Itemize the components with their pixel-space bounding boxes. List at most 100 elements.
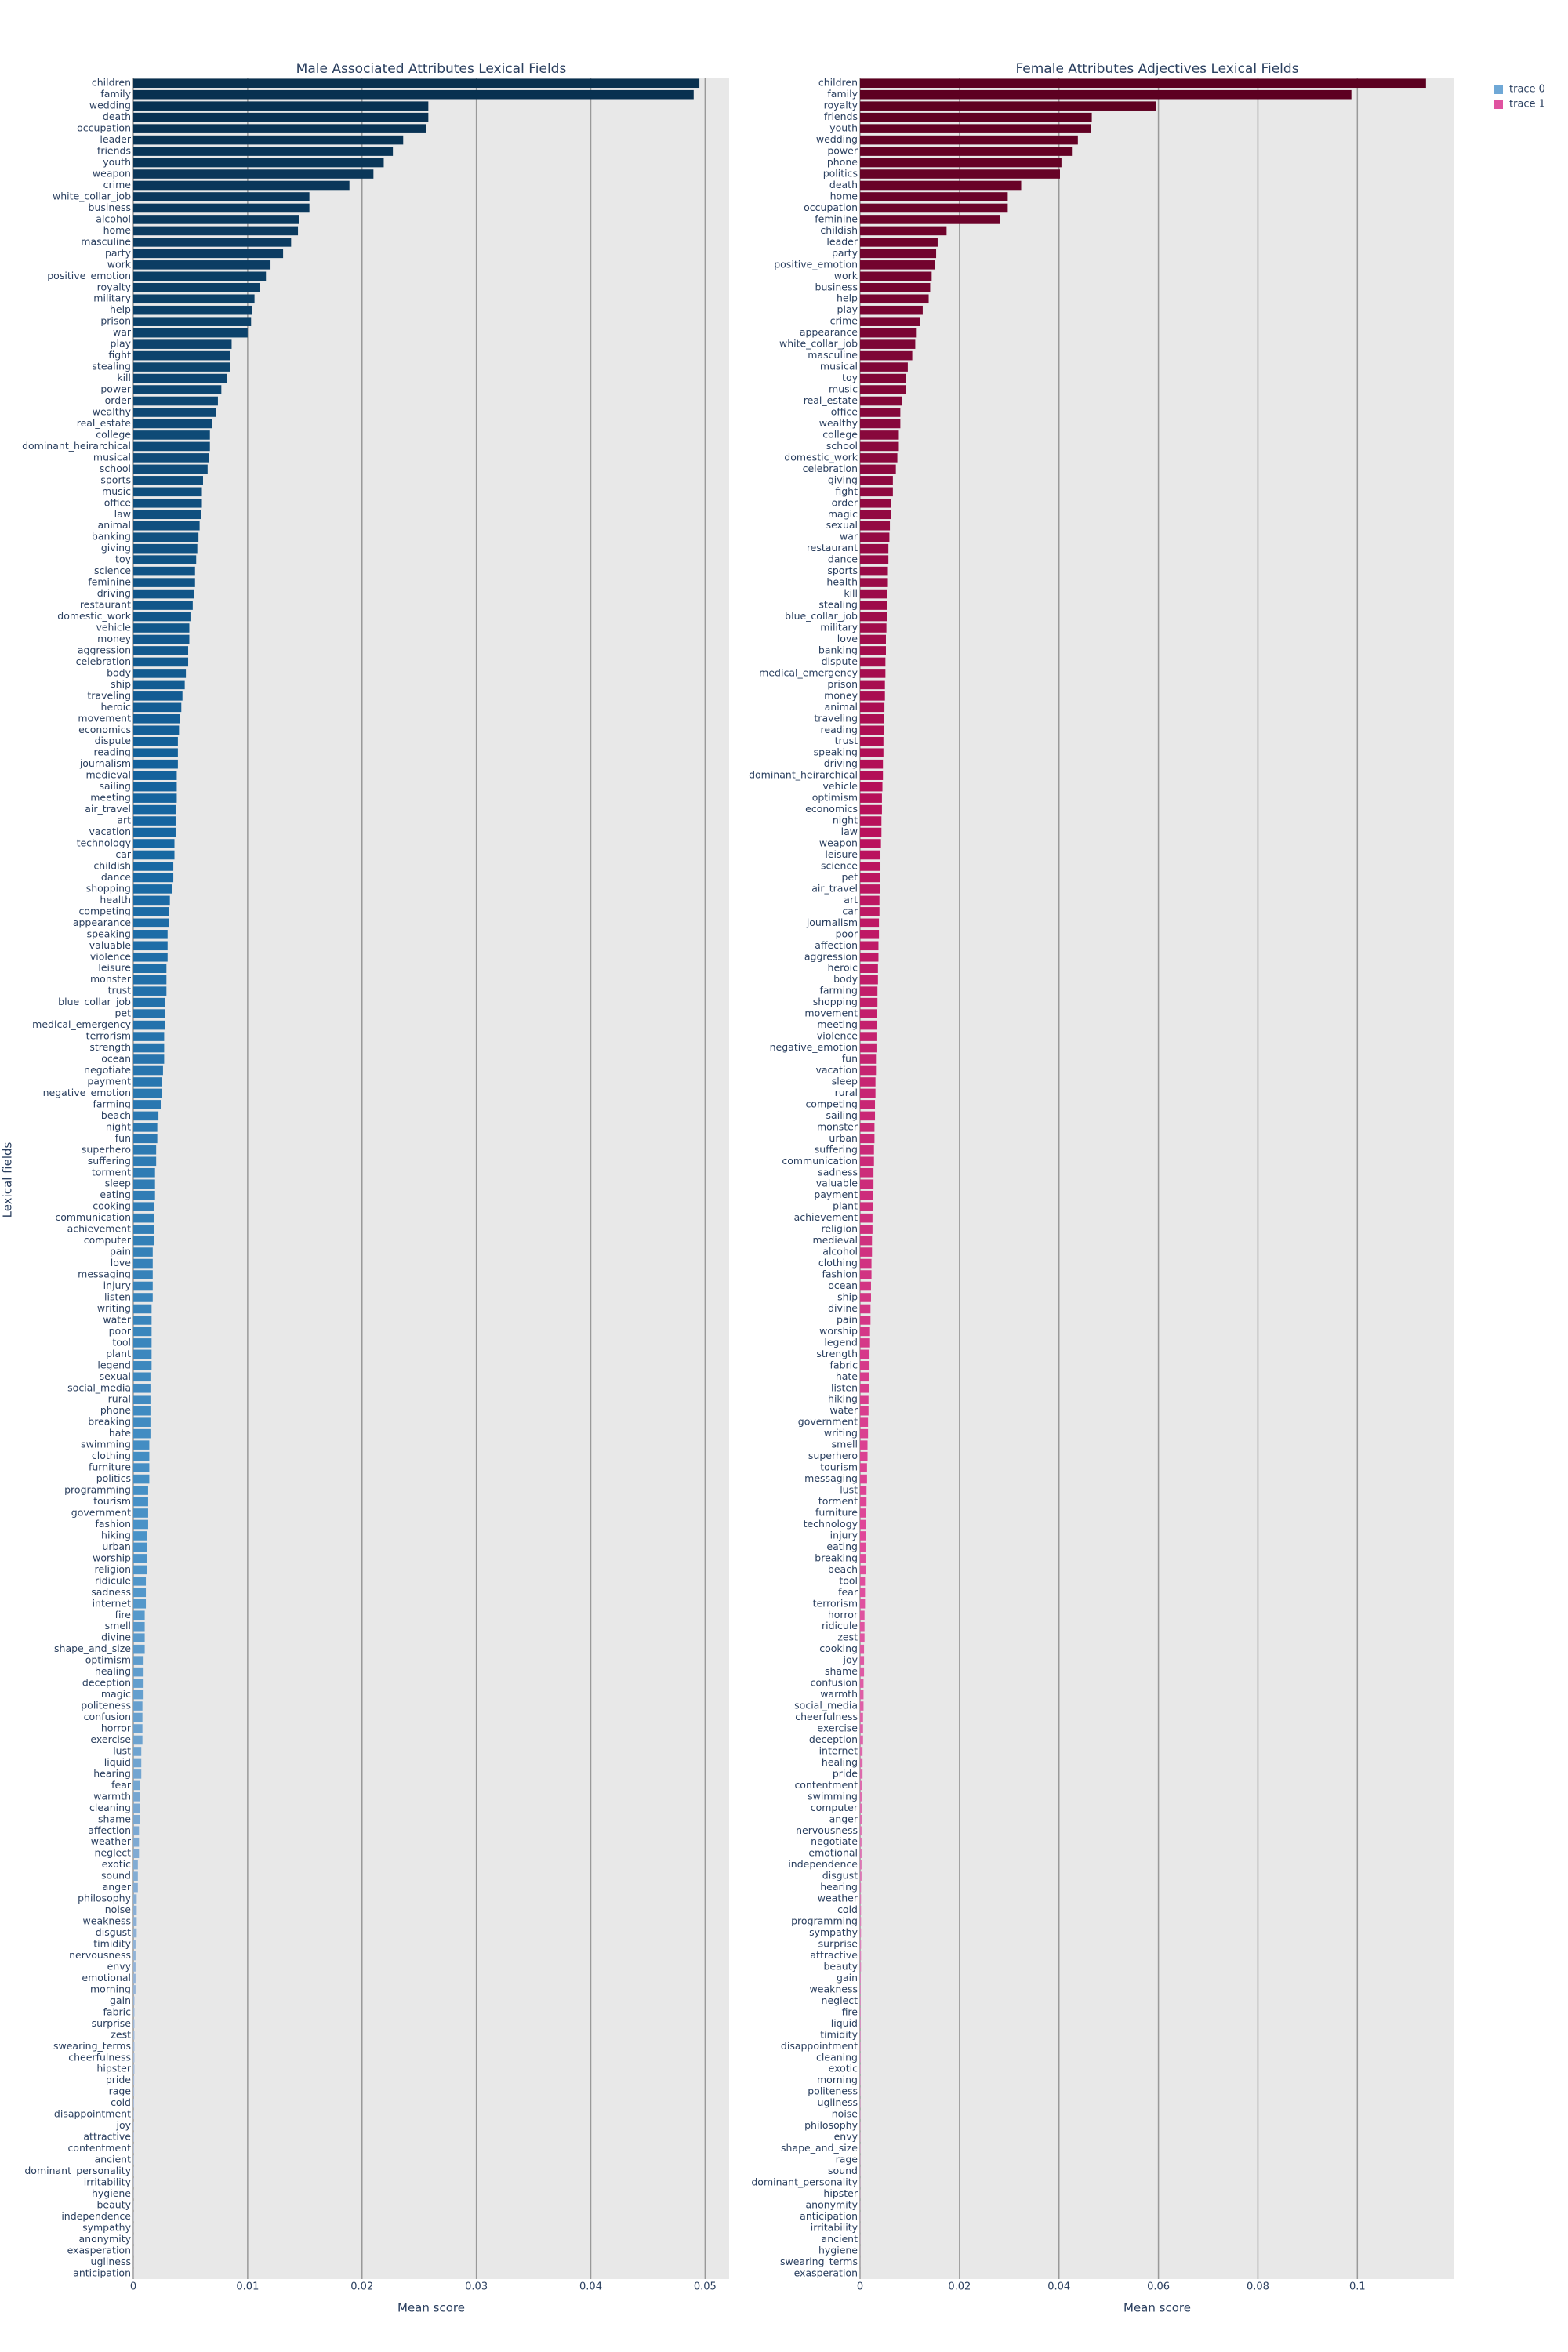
y-tick-label: youth — [103, 156, 131, 168]
bar — [860, 1690, 864, 1700]
y-tick-label: anger — [103, 1881, 132, 1893]
bar — [860, 691, 885, 701]
bar — [133, 1043, 165, 1053]
y-tick-label: clothing — [92, 1450, 131, 1461]
bar — [860, 1156, 874, 1167]
bar — [860, 964, 878, 974]
y-tick-label: valuable — [89, 939, 132, 951]
y-tick-label: wedding — [89, 100, 131, 111]
bar — [133, 578, 195, 587]
bar — [860, 895, 880, 906]
bar — [133, 1747, 142, 1756]
y-tick-label: masculine — [81, 235, 131, 247]
bar — [133, 419, 212, 429]
bar — [133, 1860, 138, 1870]
y-tick-label: terrorism — [86, 1030, 131, 1042]
bar — [860, 1905, 862, 1915]
y-tick-label: breaking — [815, 1552, 858, 1563]
x-tick-label: 0 — [857, 2281, 863, 2293]
y-tick-label: fear — [111, 1779, 132, 1791]
y-tick-label: childish — [93, 859, 131, 871]
bar — [860, 238, 938, 247]
bar — [133, 748, 178, 758]
y-tick-label: politeness — [81, 1700, 131, 1711]
y-tick-label: leisure — [825, 848, 858, 860]
y-tick-label: suffering — [815, 1143, 858, 1155]
bar — [133, 282, 260, 292]
bar — [860, 1020, 877, 1030]
legend-swatch — [1494, 85, 1503, 94]
y-tick-label: musical — [93, 451, 131, 463]
bar — [133, 1826, 140, 1836]
y-tick-label: money — [824, 689, 858, 701]
y-tick-label: white_collar_job — [779, 338, 858, 350]
bar — [133, 2166, 134, 2176]
bar — [860, 112, 1092, 122]
bar — [133, 101, 429, 111]
bar — [133, 1621, 145, 1632]
bar — [860, 1406, 869, 1416]
bar — [860, 1474, 867, 1484]
bar — [133, 521, 200, 531]
y-tick-label: violence — [90, 950, 131, 962]
bar — [133, 646, 189, 655]
x-tick-label: 0.03 — [465, 2281, 488, 2293]
y-tick-label: trust — [108, 985, 131, 996]
bar — [860, 1508, 866, 1518]
bar — [133, 2178, 134, 2187]
y-tick-label: beach — [828, 1563, 858, 1575]
bar — [133, 1258, 153, 1269]
y-tick-label: domestic_work — [57, 610, 131, 622]
y-tick-label: neglect — [95, 1847, 132, 1859]
bar — [860, 1395, 869, 1405]
bar — [133, 1542, 147, 1552]
bar — [133, 2132, 134, 2142]
bar — [133, 1735, 143, 1745]
bar — [860, 884, 880, 894]
y-tick-label: rural — [108, 1393, 131, 1405]
y-tick-label: appearance — [73, 916, 131, 928]
bar — [133, 1758, 142, 1768]
y-tick-label: politics — [96, 1472, 131, 1484]
bar — [133, 192, 310, 201]
bar — [860, 2143, 861, 2154]
y-tick-label: divine — [828, 1302, 858, 1314]
y-tick-label: negotiate — [811, 1835, 858, 1847]
legend-label: trace 1 — [1509, 99, 1545, 111]
x-axis-label: Mean score — [1123, 2301, 1191, 2315]
bar — [133, 362, 230, 372]
y-tick-label: medical_emergency — [759, 666, 858, 678]
y-tick-label: rural — [835, 1087, 858, 1098]
bar — [860, 1179, 874, 1189]
y-tick-label: toy — [115, 554, 132, 565]
y-tick-label: dance — [828, 554, 858, 565]
bar — [133, 612, 191, 622]
y-tick-label: horror — [101, 1722, 132, 1734]
y-tick-label: blue_collar_job — [58, 996, 131, 1007]
y-tick-label: furniture — [89, 1461, 131, 1473]
bar — [133, 1905, 137, 1915]
y-tick-label: payment — [814, 1189, 858, 1200]
bar — [133, 1111, 159, 1121]
y-tick-label: science — [821, 859, 858, 871]
y-tick-label: internet — [93, 1597, 132, 1609]
y-tick-label: law — [114, 508, 131, 520]
bar — [133, 884, 172, 894]
bar — [860, 124, 1091, 133]
bar — [133, 1724, 143, 1733]
y-tick-label: driving — [824, 757, 858, 769]
y-tick-label: gain — [837, 1972, 858, 1984]
y-tick-label: pain — [837, 1313, 858, 1325]
y-tick-label: optimism — [85, 1654, 131, 1666]
bar — [860, 1928, 862, 1938]
y-tick-label: dominant_heirarchical — [749, 769, 858, 781]
bar — [860, 1973, 861, 1984]
bar — [860, 1837, 862, 1847]
y-tick-label: envy — [107, 1960, 132, 1972]
y-tick-label: swearing_terms — [780, 2256, 858, 2267]
y-tick-label: disappointment — [54, 2108, 131, 2120]
y-tick-label: farming — [820, 985, 858, 996]
y-tick-label: deception — [82, 1677, 131, 1689]
bar — [133, 1406, 151, 1416]
